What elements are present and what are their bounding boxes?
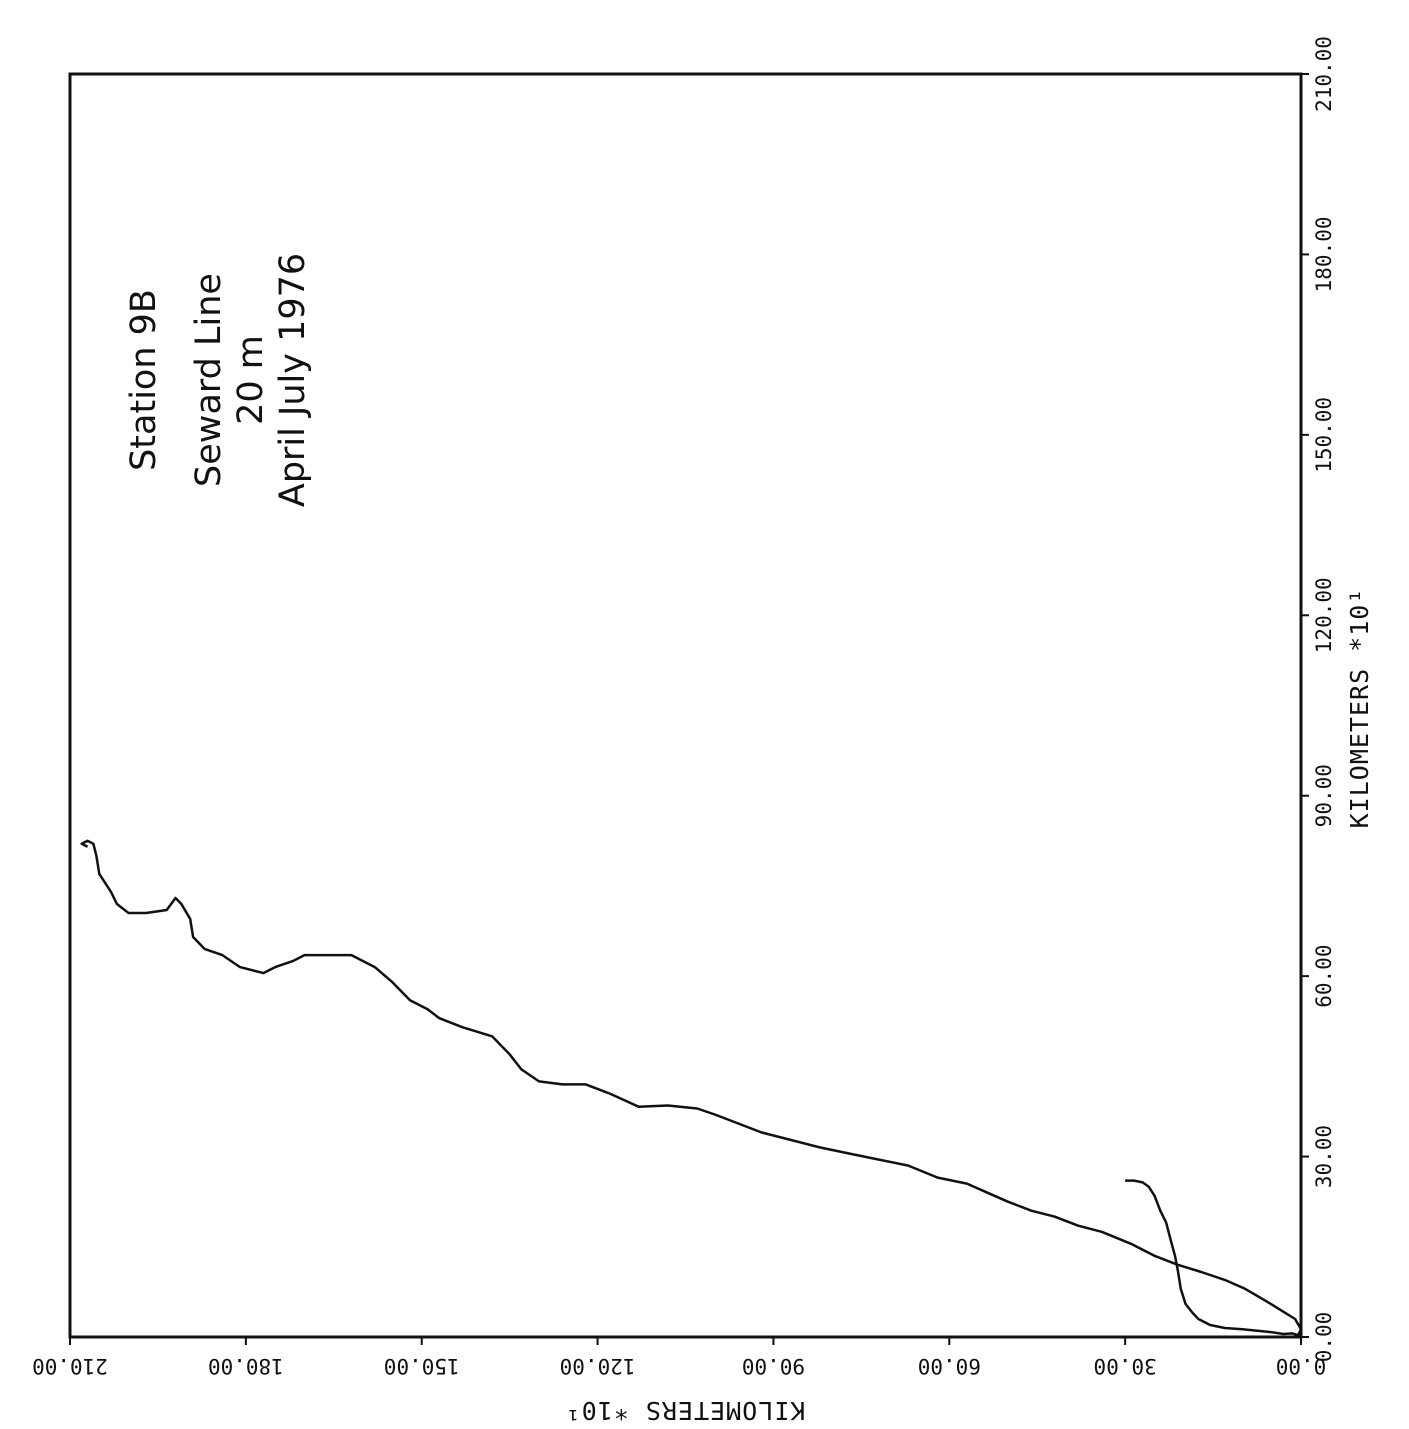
x-axis-title: KILOMETERS *10¹	[1345, 588, 1374, 829]
annotation-depth: 20 m	[231, 335, 271, 425]
annotation-line: Seward Line	[189, 273, 229, 487]
y-tick-label: 30.00	[1094, 1354, 1157, 1378]
y-tick-label: 60.00	[918, 1354, 981, 1378]
y-tick-label: 210.00	[32, 1354, 108, 1378]
x-tick-label: 0.00	[1312, 1312, 1336, 1363]
x-tick-label: 60.00	[1312, 945, 1336, 1008]
data-line	[80, 839, 1303, 1337]
annotation-station: Station 9B	[124, 289, 164, 471]
plot-frame	[68, 72, 1303, 1339]
x-tick-label: 150.00	[1312, 397, 1336, 473]
x-tick-label: 90.00	[1312, 764, 1336, 827]
y-tick-label: 180.00	[208, 1354, 284, 1378]
y-tick-label: 120.00	[560, 1354, 636, 1378]
y-axis: 0.00 30.00 60.00 90.00 120.00 150.00 180.00 210…	[32, 1337, 1326, 1378]
y-tick-label: 0.00	[1276, 1354, 1327, 1378]
y-tick-label: 150.00	[384, 1354, 460, 1378]
x-tick-label: 120.00	[1312, 577, 1336, 653]
x-tick-label: 210.00	[1312, 36, 1336, 112]
x-tick-label: 30.00	[1312, 1125, 1336, 1188]
x-tick-label: 180.00	[1312, 216, 1336, 292]
x-axis: 0.00 30.00 60.00 90.00 120.00 150.00 180.00 210…	[1301, 36, 1336, 1362]
y-axis-title: KILOMETERS *10¹	[565, 1396, 806, 1425]
annotation-dates: April July 1976	[273, 253, 313, 507]
y-tick-label: 90.00	[742, 1354, 805, 1378]
